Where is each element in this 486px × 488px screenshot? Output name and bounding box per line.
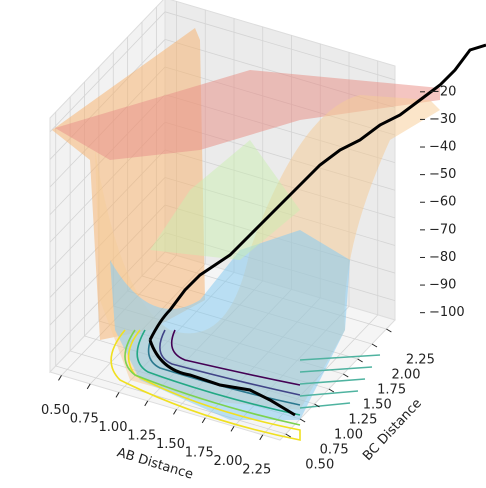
surface-top — [55, 70, 440, 160]
x-tick-label: 2.00 — [214, 454, 243, 469]
contour — [299, 354, 381, 409]
z-tick-label: −60 — [429, 195, 456, 210]
grid-line — [164, 121, 396, 191]
grid-line — [164, 11, 396, 81]
y-tick-label: 1.75 — [377, 383, 406, 398]
x-tick-label: 1.00 — [99, 420, 128, 435]
x-tick — [86, 383, 91, 390]
y-tick — [342, 373, 349, 378]
contour — [136, 329, 301, 416]
y-tick — [371, 343, 378, 348]
y-tick — [314, 403, 320, 408]
x-tick — [58, 375, 62, 381]
x-tick-label: 0.75 — [70, 411, 99, 426]
surface-low — [110, 230, 350, 420]
x-tick — [259, 434, 264, 441]
z-tick-label: −80 — [429, 250, 456, 265]
y-tick-label: 0.75 — [320, 443, 349, 458]
grid-line — [164, 177, 396, 246]
x-tick — [201, 417, 206, 424]
y-tick — [299, 418, 306, 423]
grid-line — [55, 365, 286, 435]
z-tick-label: −50 — [429, 167, 456, 182]
trajectory — [148, 43, 486, 417]
surface — [52, 28, 440, 420]
y-tick — [386, 328, 392, 333]
contours — [110, 329, 381, 441]
y-tick-label: 2.00 — [392, 368, 421, 383]
y-tick-label: 0.50 — [305, 458, 334, 473]
x-tick-label: 1.25 — [127, 428, 156, 443]
y-tick-label: 1.00 — [334, 428, 363, 443]
grid-line — [164, 94, 396, 164]
grid-line — [49, 11, 166, 133]
z-tick-label: −90 — [429, 278, 456, 293]
y-tick-label: 2.25 — [406, 353, 435, 368]
x-tick — [115, 392, 120, 398]
y-tick — [285, 433, 292, 438]
y-tick — [357, 358, 363, 363]
x-tick — [230, 426, 235, 432]
grid-line — [164, 39, 396, 108]
contour — [159, 329, 301, 396]
x-tick — [144, 400, 149, 407]
x-tick-label: 1.75 — [185, 445, 214, 460]
z-tick-label: −20 — [429, 84, 456, 99]
contour — [170, 329, 301, 386]
x-tick-label: 2.25 — [242, 462, 271, 477]
surface-mid — [150, 140, 300, 260]
x-tick-label: 0.50 — [41, 403, 70, 418]
x-tick — [173, 409, 177, 415]
grid-line — [164, 66, 396, 136]
z-tick-label: −70 — [429, 222, 456, 237]
z-tick-label: −30 — [429, 112, 456, 127]
y-tick-label: 1.25 — [348, 413, 377, 428]
z-tick-label: −100 — [429, 305, 465, 320]
y-tick — [328, 388, 335, 393]
z-tick-label: −40 — [429, 140, 456, 155]
x-tick-label: 1.50 — [156, 437, 185, 452]
contour — [124, 329, 301, 426]
grid-line — [164, 149, 396, 219]
y-tick-label: 1.50 — [363, 398, 392, 413]
surface-wall-left — [52, 28, 205, 340]
